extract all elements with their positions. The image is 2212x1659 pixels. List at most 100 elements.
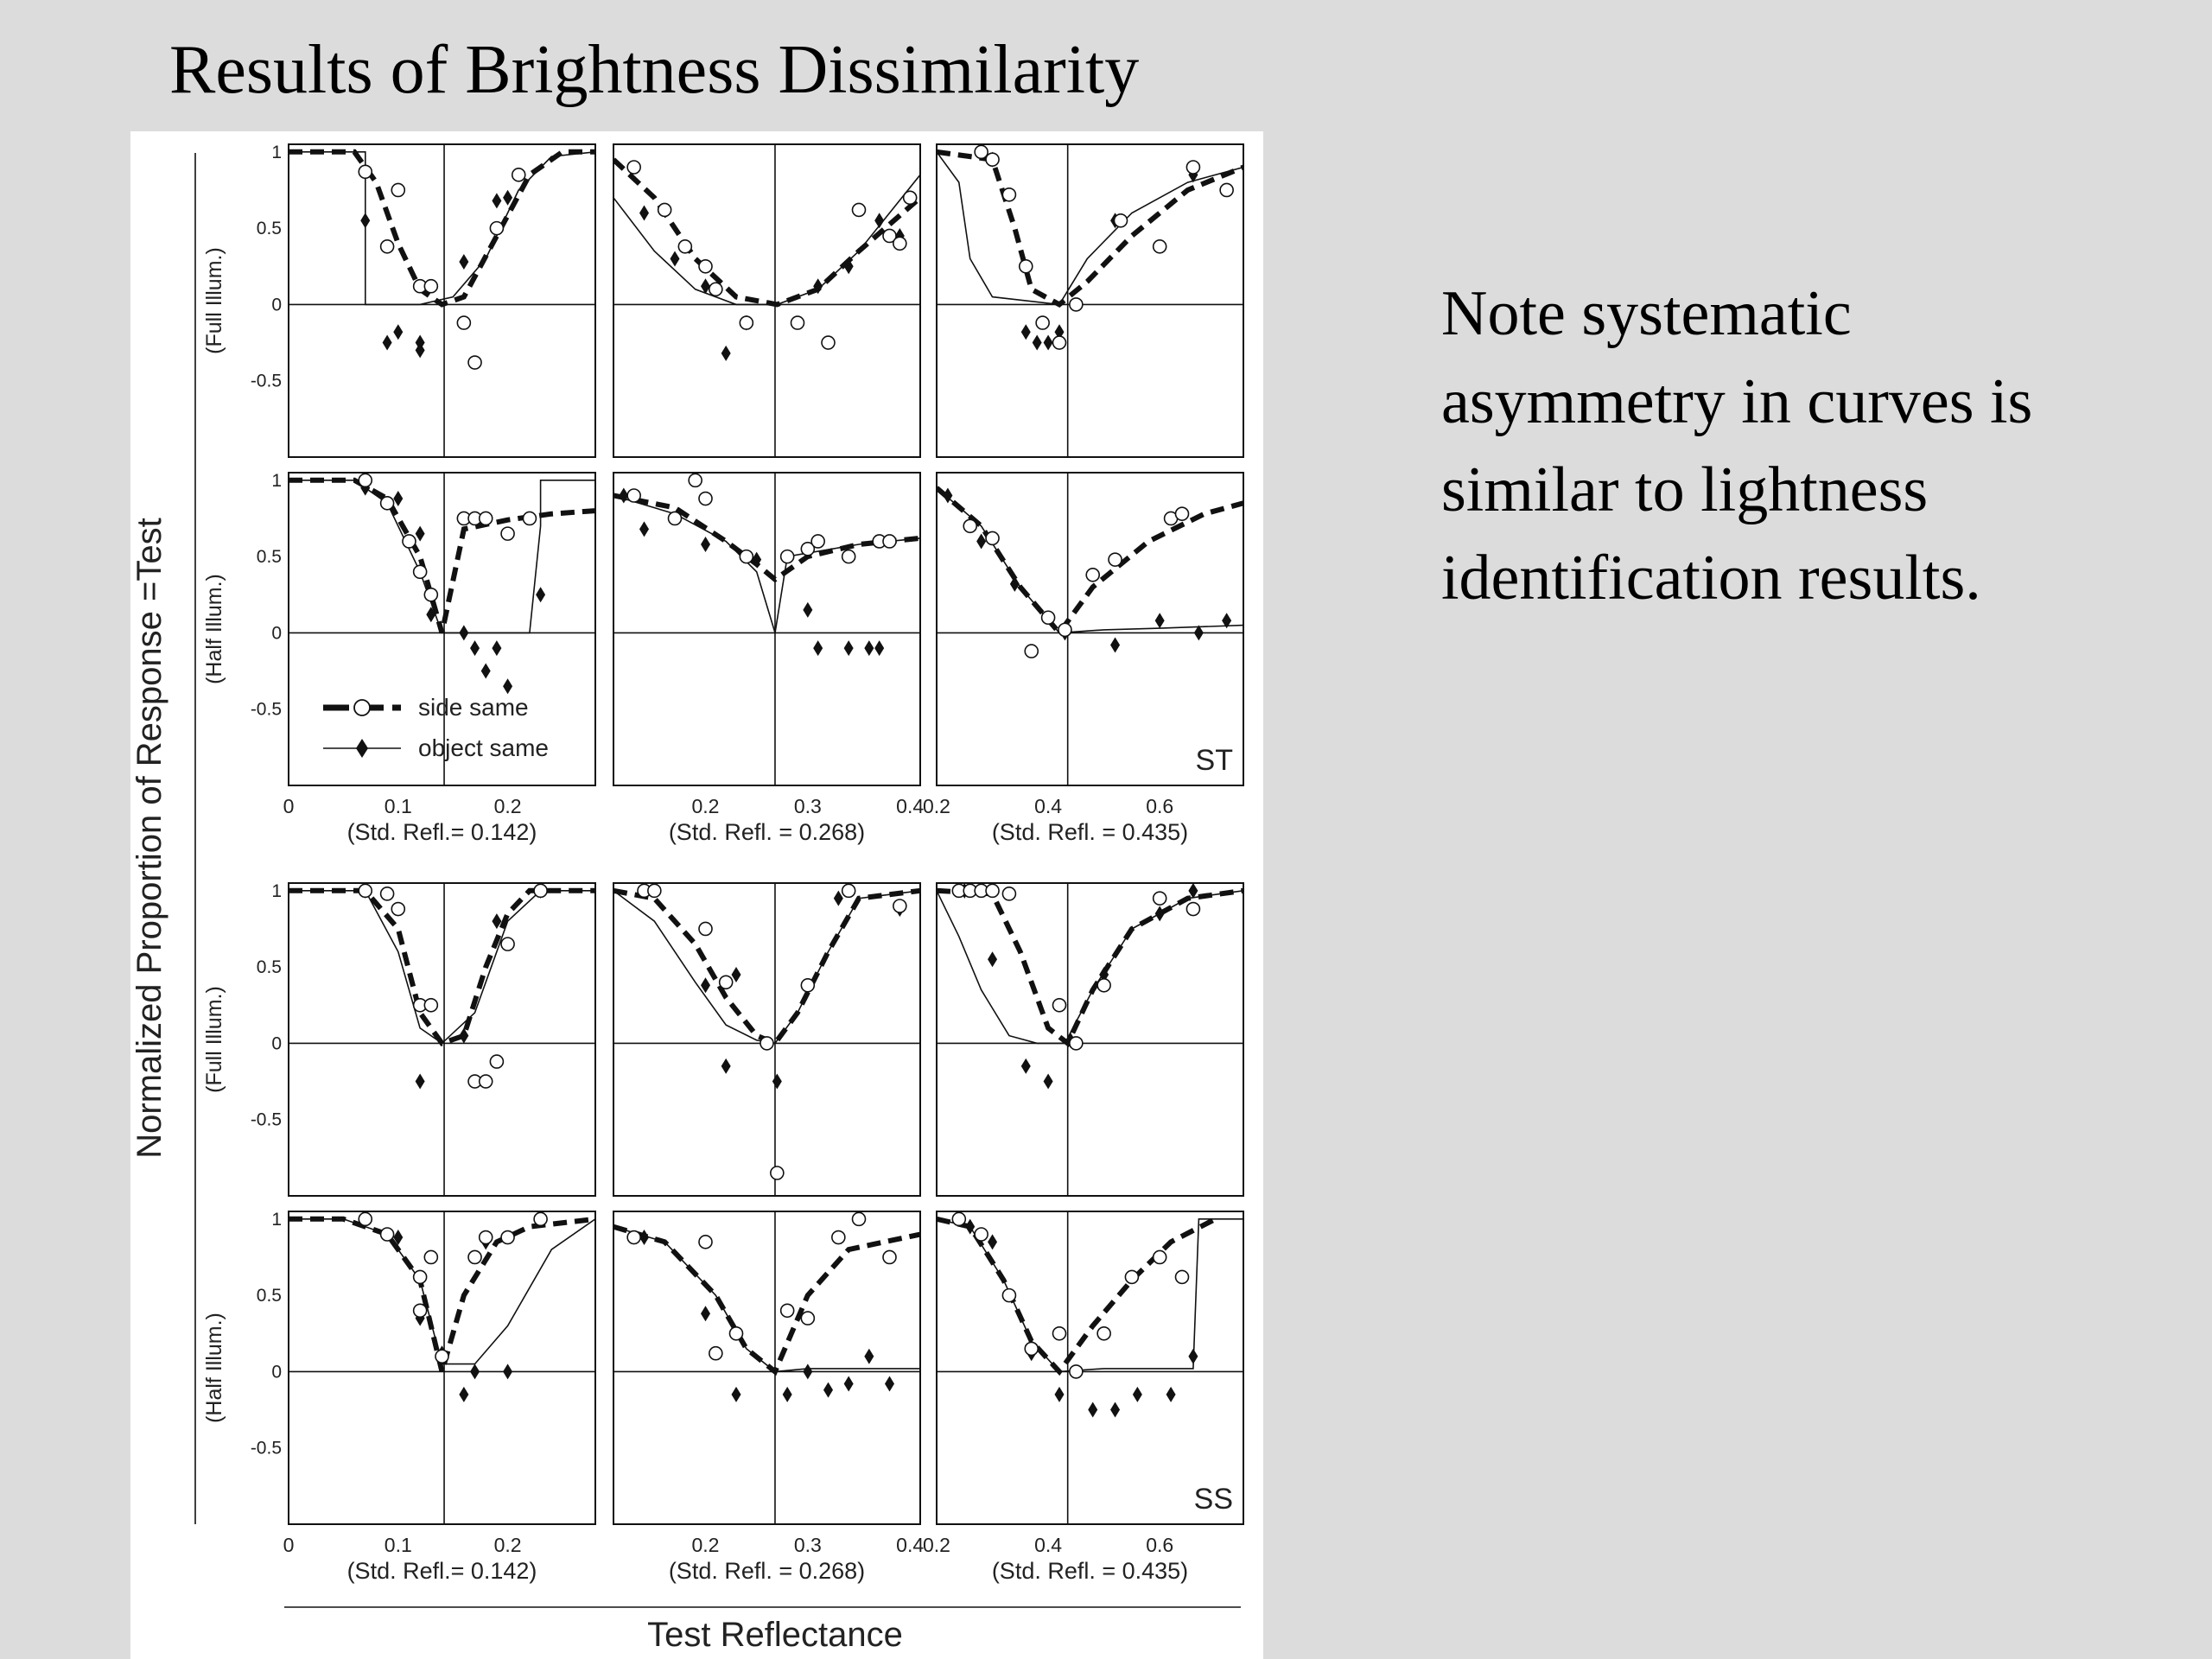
- object-same-point: [843, 640, 854, 657]
- object-same-point: [1043, 334, 1053, 351]
- panel-frame: [936, 1211, 1244, 1525]
- panel-frame: [613, 882, 921, 1197]
- y-tick-label: -0.5: [251, 1110, 282, 1130]
- side-same-point: [698, 258, 713, 274]
- side-same-point: [779, 549, 795, 564]
- side-same-curve: [613, 887, 920, 1047]
- side-same-point: [770, 1166, 785, 1180]
- side-same-point: [1219, 182, 1234, 198]
- side-same-point: [831, 1230, 846, 1245]
- object-same-point: [1154, 906, 1165, 922]
- object-same-point: [803, 601, 813, 618]
- side-same-point: [718, 975, 734, 990]
- object-same-point: [415, 1073, 425, 1090]
- side-same-curve: [937, 486, 1243, 638]
- note-text: Note systematic asymmetry in curves is s…: [1441, 270, 2032, 622]
- object-same-point: [1032, 334, 1042, 351]
- object-same-point: [721, 345, 731, 361]
- side-same-point: [1174, 506, 1190, 521]
- note-line: Note systematic: [1441, 278, 1852, 349]
- side-same-point: [478, 1230, 493, 1245]
- side-same-point: [882, 534, 897, 549]
- side-same-point: [1035, 315, 1050, 330]
- side-same-curve: [289, 887, 595, 1046]
- object-same-point: [864, 640, 874, 657]
- object-same-point: [988, 951, 998, 968]
- slide-title: Results of Brightness Dissimilarity: [169, 32, 1140, 108]
- x-tick-label: 0.4: [896, 795, 924, 817]
- object-same-point: [426, 607, 436, 623]
- object-same-point: [393, 1230, 404, 1246]
- y-axis-title: Normalized Proportion of Response =Test: [130, 518, 168, 1158]
- object-same-point: [721, 1058, 731, 1074]
- side-same-point: [423, 587, 439, 602]
- std-reflectance-label: (Std. Refl. = 0.268): [669, 1558, 865, 1584]
- object-same-point: [701, 536, 710, 552]
- object-same-point: [619, 487, 629, 504]
- x-tick-label: 0: [283, 1534, 295, 1556]
- object-same-point: [965, 1218, 976, 1235]
- x-tick-label: 0.2: [494, 1534, 522, 1556]
- object-same-point: [1020, 1058, 1031, 1074]
- y-tick-label: 0: [271, 295, 282, 315]
- side-same-point: [760, 1036, 774, 1051]
- object-same-point: [782, 1386, 792, 1402]
- side-same-point: [402, 534, 416, 549]
- object-same-point: [1099, 966, 1109, 982]
- side-same-point: [667, 511, 683, 526]
- object-same-curve: [937, 487, 1243, 634]
- object-same-point: [1020, 324, 1031, 340]
- object-same-point: [1154, 613, 1165, 629]
- object-same-point: [833, 890, 843, 906]
- side-same-point: [1001, 1287, 1017, 1303]
- legend-object-label: object same: [418, 734, 549, 761]
- side-same-point: [626, 1230, 641, 1245]
- row-axis-label: (Half Illum.): [202, 574, 226, 684]
- object-same-point: [415, 525, 425, 542]
- side-same-point: [456, 315, 472, 330]
- y-tick-label: 1: [271, 881, 282, 901]
- object-same-point: [470, 1363, 480, 1380]
- object-same-point: [1110, 1402, 1121, 1418]
- row-axis-label: (Full Illum.): [202, 247, 226, 354]
- object-same-point: [1193, 625, 1204, 641]
- side-same-point: [728, 1325, 744, 1341]
- side-same-point: [435, 1349, 449, 1364]
- object-same-point: [1188, 1348, 1198, 1364]
- side-same-point: [423, 1249, 439, 1265]
- side-same-point: [841, 549, 856, 564]
- legend-object-marker: [356, 739, 368, 758]
- side-same-point: [882, 1249, 897, 1265]
- side-same-point: [1152, 891, 1167, 906]
- x-tick-label: 0.4: [1034, 795, 1062, 817]
- object-same-point: [480, 663, 491, 679]
- object-same-point: [1222, 613, 1232, 629]
- side-same-point: [467, 1249, 482, 1265]
- x-tick-label: 0.1: [385, 1534, 412, 1556]
- object-same-point: [492, 913, 502, 930]
- object-same-point: [639, 205, 649, 221]
- object-same-curve: [613, 890, 920, 1045]
- side-same-point: [963, 518, 978, 534]
- figure-panel: 1 0.5 0 -0.5 (Full Illum.) 1 0.5 0 -0.5 0 0.1 0.2 (S…: [130, 131, 1263, 1659]
- std-reflectance-label: (Std. Refl. = 0.435): [992, 1558, 1188, 1584]
- side-same-point: [709, 282, 723, 297]
- object-same-point: [1166, 1386, 1176, 1402]
- side-same-point: [1185, 160, 1201, 175]
- y-tick-label: -0.5: [251, 372, 282, 391]
- object-same-point: [874, 213, 885, 229]
- y-tick-label: 0.5: [257, 219, 282, 238]
- side-same-point: [1018, 258, 1033, 274]
- object-same-point: [1054, 324, 1065, 340]
- side-same-point: [358, 883, 373, 899]
- object-same-point: [988, 1234, 998, 1250]
- object-same-point: [701, 977, 710, 994]
- row-axis-label: (Half Illum.): [202, 1313, 226, 1423]
- object-same-point: [772, 1073, 782, 1090]
- side-same-point: [500, 526, 515, 541]
- side-same-point: [358, 164, 373, 180]
- row-axis-label: (Full Illum.): [202, 986, 226, 1093]
- side-same-point: [489, 220, 505, 236]
- side-same-point: [647, 883, 662, 899]
- legend-side-marker: [353, 699, 371, 716]
